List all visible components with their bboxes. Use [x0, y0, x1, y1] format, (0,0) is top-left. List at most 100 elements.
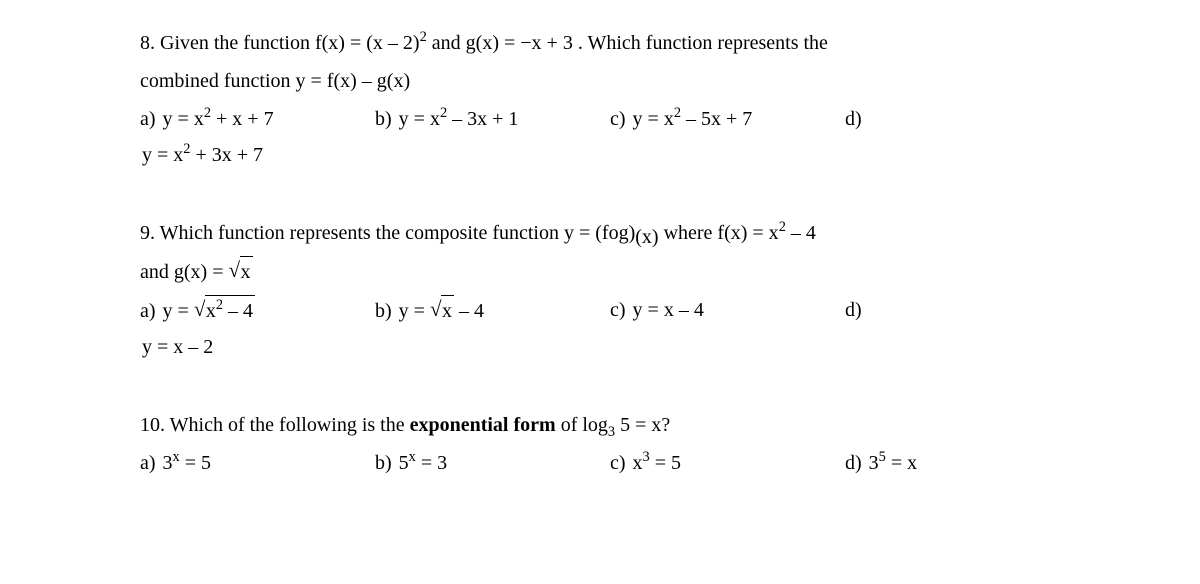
q10-bold: exponential form: [410, 414, 556, 436]
post: – 5x + 7: [681, 108, 752, 130]
q8-number: 8.: [140, 32, 155, 54]
log: log: [582, 414, 608, 436]
opt-label: b): [375, 452, 392, 474]
q8-fx-sup: 2: [420, 29, 427, 45]
sup: 2: [779, 219, 786, 235]
q8-opt-b: b) y = x2 – 3x + 1: [375, 104, 610, 134]
opt-label: b): [375, 108, 392, 130]
pre: x: [633, 452, 643, 474]
q10-log: log3 5 = x?: [582, 414, 670, 436]
question-10: 10. Which of the following is the expone…: [140, 410, 1080, 484]
q10-opt-a: a) 3x = 5: [140, 448, 375, 478]
opt-label: a): [140, 452, 156, 474]
pre: y = x: [163, 108, 204, 130]
opt-expr: y = x – 2: [142, 336, 213, 358]
question-8: 8. Given the function f(x) = (x – 2)2 an…: [140, 28, 1080, 176]
q9-opt-d: d): [845, 295, 1080, 326]
q8-opt-d-expr: y = x2 + 3x + 7: [140, 140, 1080, 170]
post: + 3x + 7: [190, 144, 263, 166]
q9-stem-line2: and g(x) = x: [140, 256, 1080, 287]
radicand: x: [240, 256, 253, 287]
pre: 3: [869, 452, 879, 474]
q8-fx-base: f(x) = (x – 2): [315, 32, 420, 54]
opt-expr: y = x2 + x + 7: [163, 108, 274, 130]
sup: 2: [440, 105, 447, 121]
pre: y =: [163, 300, 194, 322]
rest: 5 = x?: [615, 414, 670, 436]
q10-opt-c: c) x3 = 5: [610, 448, 845, 478]
sup: x: [409, 449, 416, 465]
opt-expr: 35 = x: [869, 452, 917, 474]
q10-stem: 10. Which of the following is the expone…: [140, 410, 1080, 440]
q9-and: and: [140, 261, 174, 283]
pre: y = x: [633, 108, 674, 130]
q8-opt-a: a) y = x2 + x + 7: [140, 104, 375, 134]
pre: g(x) =: [174, 261, 229, 283]
q10-opt-b: b) 5x = 3: [375, 448, 610, 478]
pre: y = x: [399, 108, 440, 130]
opt-label: c): [610, 299, 626, 321]
pre: y =: [399, 300, 430, 322]
q9-fx: f(x) = x2 – 4: [717, 222, 815, 244]
opt-label: d): [845, 299, 862, 321]
radicand: x2 – 4: [205, 295, 255, 326]
opt-label: c): [610, 108, 626, 130]
sup: 5: [879, 449, 886, 465]
q9-options: a) y = x2 – 4 b) y = x – 4 c) y = x – 4 …: [140, 295, 1080, 368]
opt-expr: y = x2 – 4: [163, 300, 255, 322]
sup: 2: [183, 141, 190, 157]
post: – 4: [454, 300, 484, 322]
q9-stem-line1: 9. Which function represents the composi…: [140, 218, 1080, 248]
q9-opt-d-expr: y = x – 2: [140, 332, 1080, 362]
q9-number: 9.: [140, 222, 155, 244]
q8-stem-line2: combined function y = f(x) – g(x): [140, 66, 1080, 96]
q10-options: a) 3x = 5 b) 5x = 3 c) x3 = 5 d) 35 = x: [140, 448, 1080, 484]
pre: 3: [163, 452, 173, 474]
sup: 2: [204, 105, 211, 121]
opt-expr: y = x – 4: [399, 300, 484, 322]
post: = 5: [180, 452, 211, 474]
opt-expr: y = x – 4: [633, 299, 704, 321]
q9-fog: (fog): [595, 222, 635, 244]
sup: x: [173, 449, 180, 465]
radicand: x: [441, 295, 454, 326]
opt-label: a): [140, 300, 156, 322]
q8-and: and: [432, 32, 466, 54]
sup: 3: [643, 449, 650, 465]
rsup: 2: [216, 297, 223, 313]
opt-label: c): [610, 452, 626, 474]
q8-text: Given the function: [160, 32, 315, 54]
q8-tail: . Which function represents the: [578, 32, 828, 54]
rpost: – 4: [223, 300, 253, 322]
q10-text-a: Which of the following is the: [170, 414, 410, 436]
q10-number: 10.: [140, 414, 165, 436]
opt-expr: y = x2 – 5x + 7: [633, 108, 753, 130]
opt-label: b): [375, 300, 392, 322]
q8-options: a) y = x2 + x + 7 b) y = x2 – 3x + 1 c) …: [140, 104, 1080, 176]
q9-y: y =: [564, 222, 595, 244]
post: – 4: [786, 222, 816, 244]
post: = 3: [416, 452, 447, 474]
opt-expr: 5x = 3: [399, 452, 447, 474]
q9-gx: g(x) = x: [174, 261, 253, 283]
opt-expr: y = x2 + 3x + 7: [142, 144, 263, 166]
sqrt-icon: x: [430, 295, 454, 326]
opt-expr: y = x2 – 3x + 1: [399, 108, 519, 130]
q9-x: (x): [635, 226, 658, 248]
post: + x + 7: [211, 108, 274, 130]
sub: 3: [608, 424, 615, 440]
q9-opt-a: a) y = x2 – 4: [140, 295, 375, 326]
q10-opt-d: d) 35 = x: [845, 448, 1080, 478]
pre: 5: [399, 452, 409, 474]
pre: y = x: [142, 144, 183, 166]
opt-label: a): [140, 108, 156, 130]
q8-gx: g(x) = −x + 3: [466, 32, 573, 54]
sqrt-icon: x: [229, 256, 253, 287]
q9-opt-c: c) y = x – 4: [610, 295, 845, 326]
opt-label: d): [845, 452, 862, 474]
opt-expr: 3x = 5: [163, 452, 211, 474]
opt-expr: x3 = 5: [633, 452, 681, 474]
q8-fx: f(x) = (x – 2)2: [315, 32, 432, 54]
q8-opt-d: d): [845, 104, 1080, 134]
sqrt-icon: x2 – 4: [194, 295, 255, 326]
